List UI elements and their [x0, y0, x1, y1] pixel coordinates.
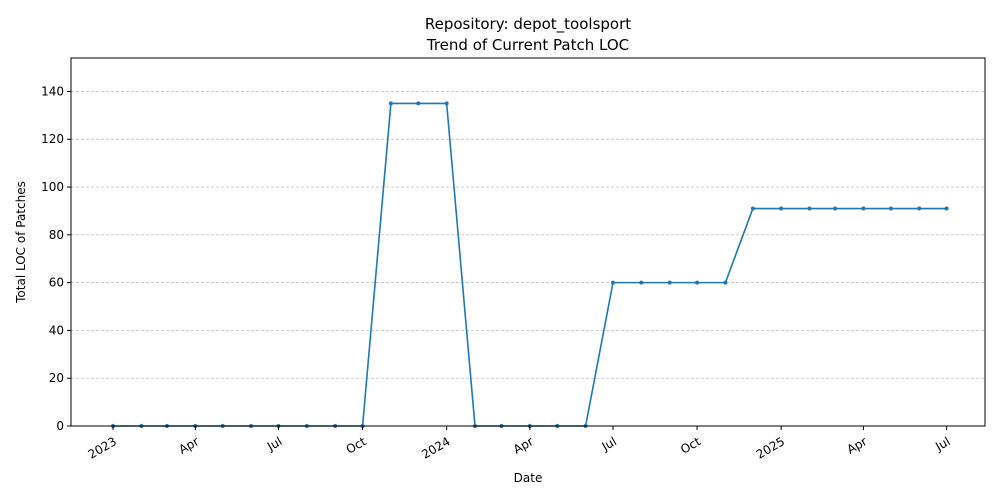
y-tick-label: 60	[49, 276, 64, 290]
x-tick-label: Apr	[176, 434, 201, 457]
y-tick-label: 0	[56, 419, 64, 433]
data-point	[779, 206, 784, 211]
data-point	[807, 206, 812, 211]
x-tick-label: Jul	[932, 434, 952, 454]
data-point	[388, 101, 393, 106]
y-tick-label: 140	[41, 84, 64, 98]
x-tick-label: 2024	[419, 434, 452, 461]
x-tick-label: Oct	[344, 434, 369, 457]
data-point	[611, 280, 616, 285]
x-tick-label: Apr	[844, 434, 869, 457]
chart-subtitle: Trend of Current Patch LOC	[426, 36, 629, 54]
x-axis-label: Date	[514, 471, 543, 485]
x-axis-ticks: 2023 Apr Jul Oct 2024 Apr Jul Oct 2025 Apr Jul	[86, 426, 953, 462]
x-tick-label: 2023	[86, 434, 119, 461]
series-layer	[111, 101, 949, 428]
data-point	[833, 206, 838, 211]
y-tick-label: 40	[49, 323, 64, 337]
data-point	[723, 280, 728, 285]
data-point	[917, 206, 922, 211]
data-point	[750, 206, 755, 211]
y-tick-label: 20	[49, 371, 64, 385]
y-axis-label: Total LOC of Patches	[14, 181, 28, 304]
y-tick-label: 120	[41, 132, 64, 146]
data-point	[695, 280, 700, 285]
plot-frame	[70, 57, 986, 427]
y-tick-label: 100	[41, 180, 64, 194]
x-tick-label: Apr	[511, 434, 536, 457]
data-point	[444, 101, 449, 106]
data-point	[861, 206, 866, 211]
data-point	[888, 206, 893, 211]
y-gridlines	[71, 91, 985, 379]
data-point	[667, 280, 672, 285]
x-tick-label: Jul	[599, 434, 619, 454]
x-tick-label: Oct	[678, 434, 703, 457]
y-axis-ticks: 0 20 40 60 80 100 120 140	[41, 84, 71, 433]
data-point	[944, 206, 949, 211]
data-point	[639, 280, 644, 285]
chart-title: Repository: depot_toolsport	[425, 15, 631, 34]
x-tick-label: 2025	[754, 434, 787, 461]
x-tick-label: Jul	[264, 434, 284, 454]
data-point	[416, 101, 421, 106]
series-line	[113, 102, 947, 427]
y-tick-label: 80	[49, 228, 64, 242]
